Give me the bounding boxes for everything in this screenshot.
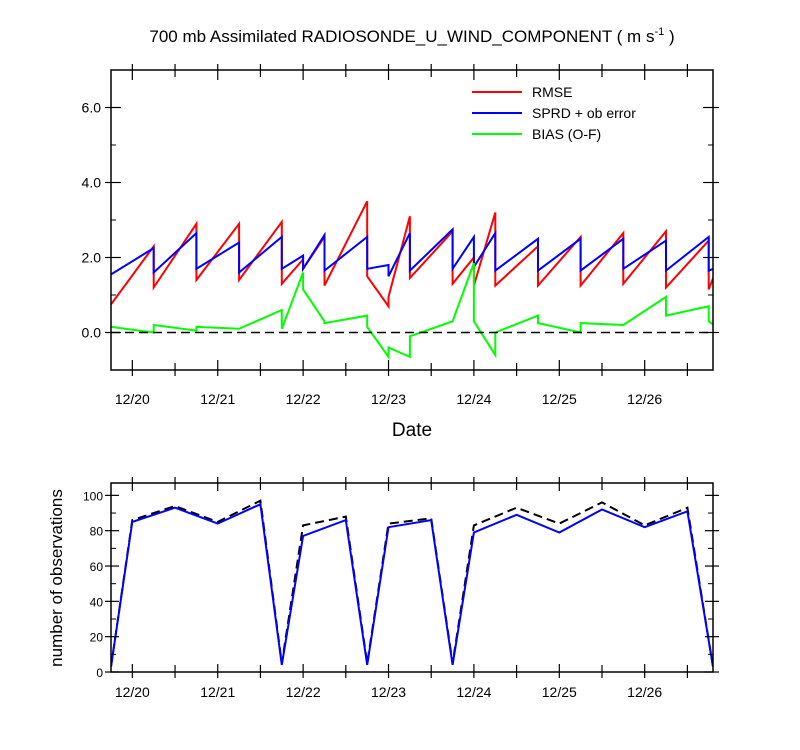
bottom-plot-frame (110, 482, 714, 673)
x-tick-label: 12/25 (542, 684, 577, 700)
y-tick-label: 6.0 (82, 100, 102, 116)
legend-label-rmse: RMSE (532, 84, 572, 100)
top-series-lines (111, 200, 713, 361)
x-tick-label: 12/22 (286, 684, 321, 700)
x-tick-label: 12/21 (200, 391, 235, 407)
top-chart: 700 mb Assimilated RADIOSONDE_U_WIND_COM… (82, 26, 719, 441)
legend-label-bias-o-f: BIAS (O-F) (532, 126, 601, 142)
x-tick-label: 12/20 (115, 391, 150, 407)
x-tick-label: 12/22 (286, 391, 321, 407)
x-tick-label: 12/25 (542, 391, 577, 407)
y-tick-label: 80 (90, 525, 104, 539)
bottom-series-lines (111, 499, 713, 667)
x-tick-label: 12/23 (371, 684, 406, 700)
x-tick-label: 12/24 (456, 684, 491, 700)
chart-title: 700 mb Assimilated RADIOSONDE_U_WIND_COM… (149, 26, 674, 46)
series-line-rmse (111, 200, 713, 310)
bottom-axis-ticks: 0 20 40 60 80 100 12/20 12/21 12/22 12/23 12/24 12/… (83, 477, 719, 700)
x-axis-label: Date (392, 420, 432, 441)
y-tick-label: 2.0 (82, 250, 102, 266)
x-tick-label: 12/20 (115, 684, 150, 700)
y-tick-label: 100 (83, 489, 103, 503)
series-line-assimilated-observations (111, 502, 713, 667)
y-tick-label: 4.0 (82, 175, 102, 191)
y-tick-label: 0 (96, 666, 103, 680)
series-line-total-observations (111, 499, 713, 667)
chart-title-unit-exponent: -1 (654, 26, 664, 38)
y-axis-label: number of observations (47, 489, 66, 667)
x-tick-label: 12/26 (627, 391, 662, 407)
y-tick-label: 20 (90, 631, 104, 645)
chart-title-suffix: ) (664, 27, 674, 46)
x-tick-label: 12/21 (200, 684, 235, 700)
series-line-bias-o-f (111, 262, 713, 361)
x-tick-label: 12/23 (371, 391, 406, 407)
y-tick-label: 60 (90, 560, 104, 574)
x-tick-label: 12/24 (456, 391, 491, 407)
bottom-chart: 0 20 40 60 80 100 12/20 12/21 12/22 12/23 12/24 12/… (47, 477, 719, 700)
y-tick-label: 40 (90, 595, 104, 609)
x-tick-label: 12/26 (627, 684, 662, 700)
legend: RMSE SPRD + ob error BIAS (O-F) (472, 84, 636, 142)
top-axis-ticks: 0.0 2.0 4.0 6.0 12/20 12/21 12/22 12/23 12/24 12/… (82, 64, 719, 407)
chart-title-main: 700 mb Assimilated RADIOSONDE_U_WIND_COM… (149, 27, 654, 46)
legend-label-sprd-ob-error: SPRD + ob error (532, 105, 636, 121)
y-tick-label: 0.0 (82, 325, 102, 341)
series-line-sprd-ob-error (111, 227, 713, 277)
